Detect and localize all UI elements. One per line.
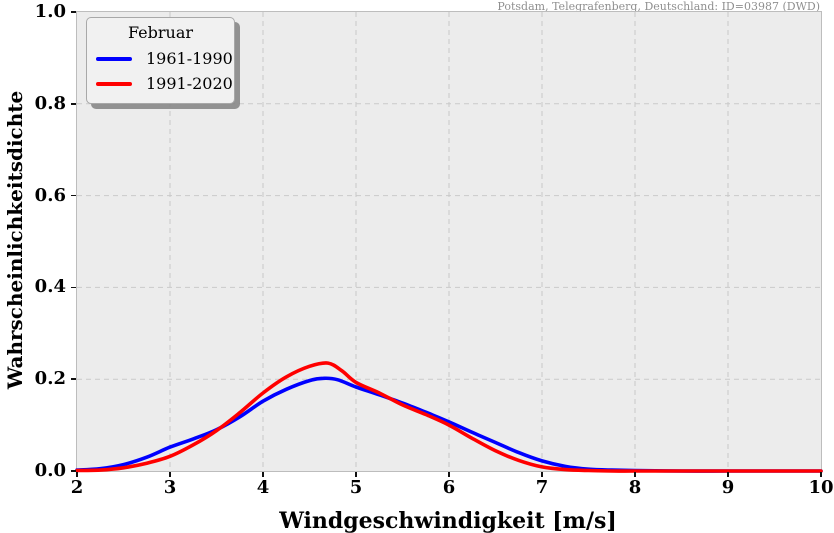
red-line-swatch (96, 81, 132, 86)
chart-canvas (75, 12, 823, 473)
x-tick-label: 6 (442, 477, 456, 498)
y-tick-mark (71, 286, 76, 289)
legend-entry-1991-2020: 1991-2020 (87, 71, 234, 96)
y-axis-label: Wahrscheinlichkeitsdichte (3, 90, 27, 390)
y-tick-mark (71, 194, 76, 197)
y-tick-label: 1.0 (34, 1, 66, 22)
x-tick-mark (448, 472, 450, 477)
x-tick-mark (76, 472, 78, 477)
y-tick-label: 0.4 (34, 276, 66, 298)
x-tick-mark (262, 472, 264, 477)
x-tick-label: 8 (628, 477, 642, 498)
blue-line-swatch (96, 56, 132, 61)
x-tick-mark (727, 472, 729, 477)
y-tick-mark (71, 470, 76, 472)
legend-entry-1961-1990: 1961-1990 (87, 46, 234, 71)
x-axis-label: Windgeschwindigkeit [m/s] (279, 508, 617, 533)
x-tick-label: 7 (535, 477, 549, 498)
x-tick-label: 9 (721, 477, 735, 498)
legend-box: Februar 1961-1990 1991-2020 (86, 17, 235, 104)
x-tick-mark (355, 472, 357, 477)
y-tick-mark (71, 11, 76, 13)
x-tick-label: 3 (163, 477, 177, 498)
x-tick-mark (169, 472, 171, 477)
legend-title: Februar (127, 23, 194, 42)
y-tick-label: 0.2 (34, 368, 66, 390)
legend-entry-label: 1991-2020 (146, 74, 233, 93)
y-tick-label: 0.6 (34, 184, 66, 206)
legend-entry-label: 1961-1990 (146, 49, 233, 68)
x-tick-label: 4 (256, 477, 270, 498)
x-tick-label: 10 (808, 477, 834, 498)
y-tick-label: 0.0 (34, 460, 66, 481)
x-tick-mark (541, 472, 543, 477)
x-tick-mark (820, 472, 822, 477)
y-tick-mark (71, 103, 76, 105)
density-curve-1991-2020 (75, 361, 823, 473)
x-tick-mark (634, 472, 636, 477)
station-title: Potsdam, Telegrafenberg, Deutschland: ID… (497, 0, 820, 13)
x-tick-label: 5 (349, 477, 363, 498)
y-tick-label: 0.8 (34, 92, 66, 114)
x-tick-label: 2 (70, 477, 84, 498)
y-tick-mark (71, 378, 76, 380)
